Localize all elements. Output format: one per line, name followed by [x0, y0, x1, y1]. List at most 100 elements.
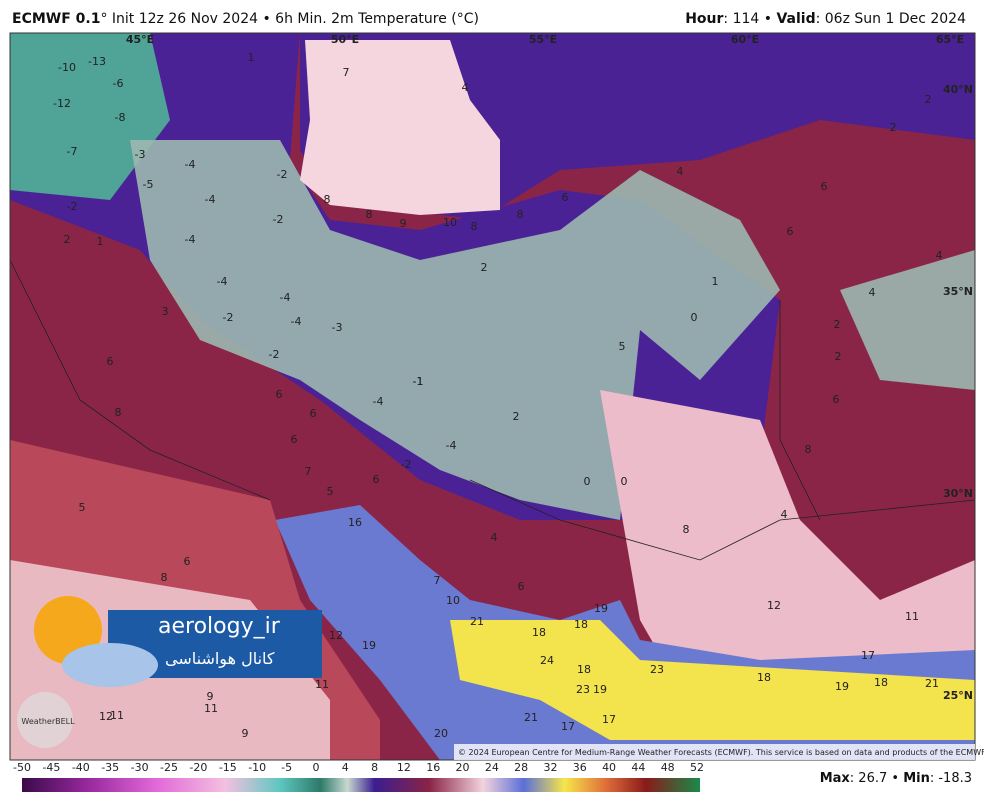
colorbar-tick-label: 28 — [514, 761, 528, 774]
model-name: ECMWF 0.1 — [12, 11, 101, 27]
colorbar — [22, 778, 700, 792]
temperature-label: 8 — [161, 571, 168, 584]
temperature-label: 19 — [594, 602, 608, 615]
colorbar-tick-label: 4 — [342, 761, 349, 774]
temperature-label: 6 — [276, 388, 283, 401]
temperature-label: 17 — [561, 720, 575, 733]
colorbar-tick-label: 20 — [456, 761, 470, 774]
colorbar-tick-label: -35 — [101, 761, 119, 774]
temperature-label: 2 — [834, 318, 841, 331]
temperature-label: -4 — [291, 315, 302, 328]
temperature-label: -4 — [373, 395, 384, 408]
brand-name: WeatherBELL — [21, 717, 75, 726]
colorbar-tick-label: 40 — [602, 761, 616, 774]
temperature-label: 0 — [584, 475, 591, 488]
temperature-label: 8 — [115, 406, 122, 419]
longitude-label: 55°E — [529, 33, 557, 46]
temperature-label: 8 — [805, 443, 812, 456]
temperature-label: 12 — [99, 710, 113, 723]
cloud-icon — [62, 643, 158, 687]
temperature-label: 8 — [517, 208, 524, 221]
temperature-label: 6 — [787, 225, 794, 238]
colorbar-tick-label: -30 — [131, 761, 149, 774]
valid-value: : 06z Sun 1 Dec 2024 — [815, 11, 966, 27]
temperature-label: 19 — [835, 680, 849, 693]
temperature-label: 8 — [324, 193, 331, 206]
temperature-label: 6 — [562, 191, 569, 204]
temperature-label: 6 — [291, 433, 298, 446]
temperature-label: 0 — [691, 311, 698, 324]
temperature-label: 12 — [767, 599, 781, 612]
logo-name: aerology_ir — [158, 614, 281, 639]
max-min: Max: 26.7 • Min: -18.3 — [820, 771, 972, 786]
temperature-label: -3 — [332, 321, 343, 334]
temperature-label: 18 — [874, 676, 888, 689]
colorbar-tick-label: 12 — [397, 761, 411, 774]
temperature-label: -7 — [67, 145, 78, 158]
colorbar-tick-label: 24 — [485, 761, 499, 774]
temperature-label: -2 — [277, 168, 288, 181]
brand-icon — [17, 692, 73, 748]
temperature-label: 4 — [677, 165, 684, 178]
copyright: © 2024 European Centre for Medium-Range … — [458, 748, 984, 757]
temperature-label: 7 — [343, 66, 350, 79]
colorbar-tick-label: -15 — [219, 761, 237, 774]
colorbar-tick-label: -5 — [281, 761, 292, 774]
temperature-label: 7 — [434, 574, 441, 587]
temperature-label: 23 — [576, 683, 590, 696]
temperature-label: 1 — [248, 51, 255, 64]
temperature-label: -2 — [269, 348, 280, 361]
temperature-label: 21 — [470, 615, 484, 628]
colorbar-tick-label: 0 — [313, 761, 320, 774]
temperature-label: 23 — [650, 663, 664, 676]
temperature-label: -2 — [223, 311, 234, 324]
colorbar-tick-label: 44 — [631, 761, 645, 774]
temperature-label: 6 — [184, 555, 191, 568]
min-label: Min — [903, 771, 930, 786]
temperature-label: 11 — [204, 702, 218, 715]
latitude-label: 30°N — [943, 487, 973, 500]
temperature-label: 18 — [574, 618, 588, 631]
temperature-label: 1 — [97, 235, 104, 248]
temperature-label: -4 — [280, 291, 291, 304]
temperature-label: 5 — [327, 485, 334, 498]
temperature-label: -2 — [273, 213, 284, 226]
header-left: ECMWF 0.1° Init 12z 26 Nov 2024 • 6h Min… — [12, 11, 479, 27]
temperature-label: 5 — [619, 340, 626, 353]
colorbar-tick-label: -25 — [160, 761, 178, 774]
temperature-label: 6 — [310, 407, 317, 420]
hour-label: Hour — [685, 11, 724, 27]
temperature-label: 10 — [443, 216, 457, 229]
temperature-label: 4 — [491, 531, 498, 544]
colorbar-tick-label: 8 — [371, 761, 378, 774]
temperature-label: -4 — [185, 158, 196, 171]
longitude-label: 50°E — [331, 33, 359, 46]
temperature-label: 9 — [400, 217, 407, 230]
longitude-label: 60°E — [731, 33, 759, 46]
temperature-label: 2 — [835, 350, 842, 363]
temperature-label: 11 — [905, 610, 919, 623]
temperature-label: 8 — [366, 208, 373, 221]
temperature-label: -4 — [217, 275, 228, 288]
temperature-label: -4 — [205, 193, 216, 206]
logo-subtitle: کانال هواشناسی — [165, 649, 275, 669]
colorbar-tick-label: 48 — [661, 761, 675, 774]
temperature-label: 19 — [362, 639, 376, 652]
hour-value: : 114 • — [723, 11, 777, 27]
temperature-label: 2 — [890, 121, 897, 134]
colorbar-tick-label: -20 — [189, 761, 207, 774]
temperature-label: -3 — [135, 148, 146, 161]
temperature-label: 6 — [373, 473, 380, 486]
temperature-label: 16 — [348, 516, 362, 529]
min-value: : -18.3 — [930, 771, 972, 786]
temperature-label: 9 — [207, 690, 214, 703]
temperature-label: -8 — [115, 111, 126, 124]
temperature-label: 6 — [107, 355, 114, 368]
map-field — [10, 33, 975, 760]
longitude-label: 45°E — [126, 33, 154, 46]
temperature-label: 2 — [64, 233, 71, 246]
temperature-label: 10 — [446, 594, 460, 607]
temperature-label: 2 — [513, 410, 520, 423]
